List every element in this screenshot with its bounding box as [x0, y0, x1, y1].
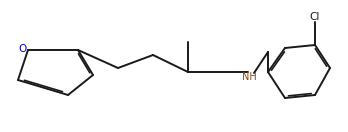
Text: O: O [18, 44, 27, 55]
Text: Cl: Cl [310, 13, 320, 22]
Text: NH: NH [242, 72, 256, 82]
